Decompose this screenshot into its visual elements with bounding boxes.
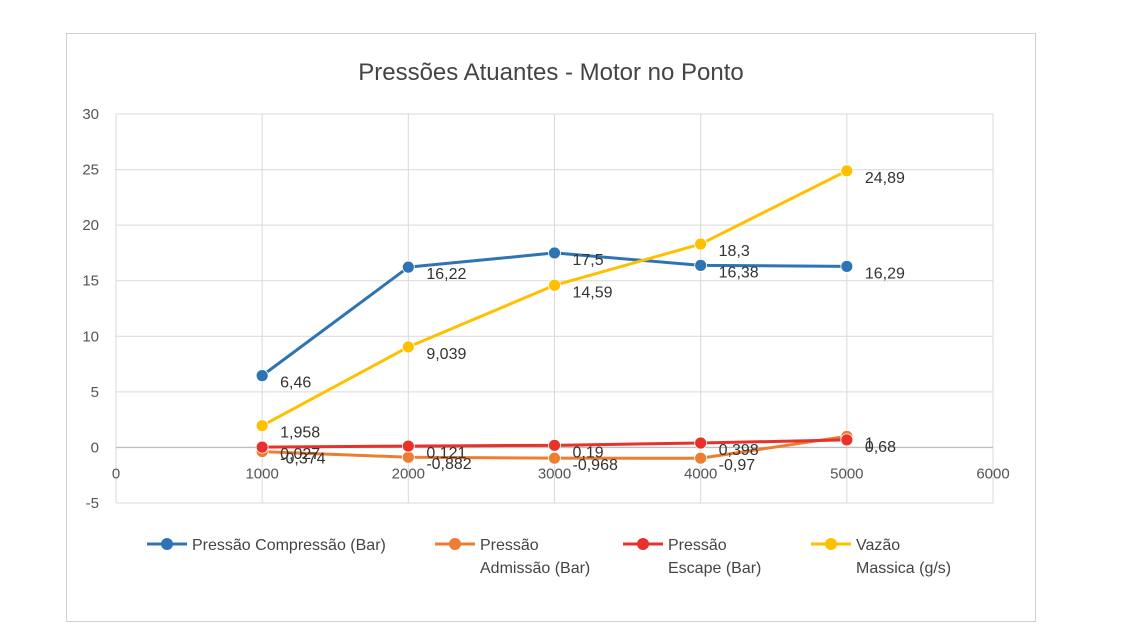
- legend-label: Pressão Compressão (Bar): [192, 537, 386, 554]
- chart-gridlines: [115, 113, 994, 504]
- x-tick-label: 2000: [392, 465, 425, 482]
- chart-legend: Pressão Compressão (Bar) Pressão Admissão …: [147, 537, 951, 577]
- y-tick-label: 5: [91, 384, 99, 401]
- chart-title: Pressões Atuantes - Motor no Ponto: [358, 59, 744, 86]
- data-label: 14,59: [573, 284, 613, 301]
- legend-marker-3: [637, 538, 649, 550]
- y-tick-label: 0: [91, 439, 99, 456]
- data-label: 9,039: [426, 346, 466, 363]
- data-point: [840, 433, 854, 447]
- data-point: [401, 340, 415, 354]
- y-tick-label: 30: [82, 106, 99, 123]
- data-label: 6,46: [280, 375, 311, 392]
- data-point: [255, 419, 269, 433]
- data-label: 0,121: [426, 445, 466, 462]
- legend-marker-2: [449, 538, 461, 550]
- legend-marker-1: [161, 538, 173, 550]
- data-point: [255, 440, 269, 454]
- data-point: [694, 436, 708, 450]
- y-tick-label: 15: [82, 273, 99, 290]
- data-point: [840, 164, 854, 178]
- legend-label: Pressão: [480, 537, 539, 554]
- data-point: [401, 439, 415, 453]
- data-label: 0,398: [719, 442, 759, 459]
- x-tick-label: 0: [112, 465, 120, 482]
- x-tick-label: 3000: [538, 465, 571, 482]
- data-label: 1: [865, 435, 874, 452]
- data-point: [694, 237, 708, 251]
- data-label: 17,5: [573, 252, 604, 269]
- data-label: 16,22: [426, 266, 466, 283]
- data-label: 0,027: [280, 446, 320, 463]
- legend-label: Admissão (Bar): [480, 560, 590, 577]
- data-label: 24,89: [865, 170, 905, 187]
- chart-frame: -5 0 5 10 15 20 25 30 0 1000 2000 3000 4000 5000 6000 …: [66, 33, 1036, 622]
- legend-marker-4: [825, 538, 837, 550]
- legend-label: Massica (g/s): [856, 560, 951, 577]
- chart-data-labels: 6,46 16,22 17,5 16,38 16,29 -0,374 -0,882 -0,96…: [280, 170, 905, 474]
- data-point: [694, 258, 708, 272]
- data-point: [401, 260, 415, 274]
- y-tick-label: 10: [82, 328, 99, 345]
- data-label: 18,3: [719, 243, 750, 260]
- chart-axes: -5 0 5 10 15 20 25 30 0 1000 2000 3000 4000 5000 6000: [82, 106, 1009, 512]
- data-point: [548, 246, 561, 260]
- data-label: 1,958: [280, 425, 320, 442]
- chart-series: [255, 164, 854, 465]
- x-tick-label: 5000: [830, 465, 863, 482]
- data-point: [548, 451, 561, 465]
- data-label: 0,19: [573, 444, 604, 461]
- x-tick-label: 4000: [684, 465, 717, 482]
- data-point: [840, 259, 854, 273]
- data-point: [255, 369, 269, 383]
- data-label: -0,97: [719, 457, 756, 474]
- data-point: [401, 450, 415, 464]
- data-label: -0,968: [573, 457, 618, 474]
- y-tick-label: 20: [82, 217, 99, 234]
- y-tick-label: 25: [82, 162, 99, 179]
- data-label: 16,38: [719, 264, 759, 281]
- legend-label: Pressão: [668, 537, 727, 554]
- data-label: 0,68: [865, 439, 896, 456]
- x-tick-label: 6000: [976, 465, 1009, 482]
- data-label: -0,882: [426, 456, 471, 473]
- y-tick-label: -5: [86, 495, 99, 512]
- data-label: 16,29: [865, 265, 905, 282]
- data-point: [548, 278, 561, 292]
- data-label: -0,374: [280, 451, 325, 468]
- legend-label: Escape (Bar): [668, 560, 761, 577]
- data-point: [694, 451, 708, 465]
- data-point: [548, 438, 561, 452]
- legend-label: Vazão: [856, 537, 900, 554]
- x-tick-label: 1000: [245, 465, 278, 482]
